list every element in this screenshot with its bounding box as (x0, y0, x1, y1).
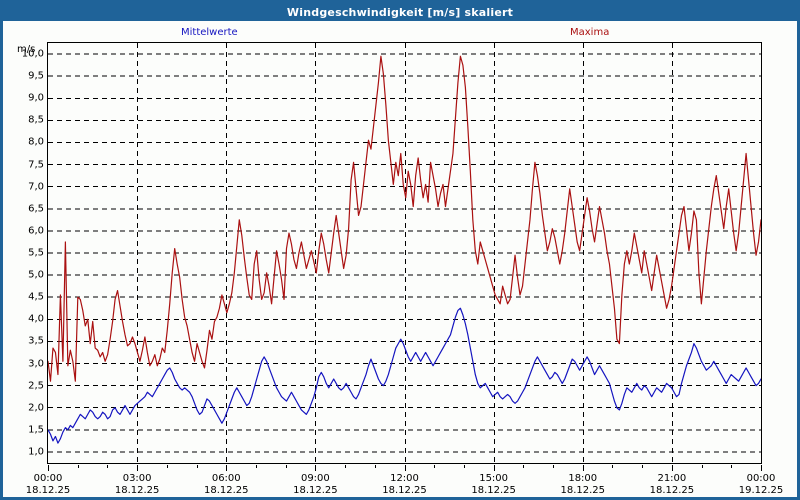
y-axis-tick-label: 2,5 (28, 380, 44, 392)
x-axis-tick-date: 18.12.25 (203, 485, 249, 496)
chart-legend: Mittelwerte Maxima (3, 23, 797, 43)
y-axis-tick-label: 10,0 (21, 48, 44, 60)
x-axis-tick-label: 00:00 19.12.25 (739, 473, 784, 497)
x-axis-tick-time: 15:00 (479, 473, 509, 484)
x-axis-tick-time: 03:00 (122, 473, 152, 484)
plot-frame (47, 42, 762, 464)
x-axis-tick-date: 18.12.25 (114, 485, 160, 496)
x-axis-tick-date: 18.12.25 (382, 485, 427, 496)
x-axis-tick-marks (48, 465, 762, 471)
x-axis-tick-label: 18:00 18.12.25 (560, 473, 605, 497)
x-axis-tick-label: 12:00 18.12.25 (382, 473, 427, 497)
x-axis-tick-time: 18:00 (568, 473, 598, 484)
x-axis-tick-date: 18.12.25 (649, 485, 695, 496)
y-axis-tick-label: 7,5 (28, 159, 44, 171)
y-axis-tick-label: 5,0 (28, 269, 44, 281)
x-axis-tick-date: 18.12.25 (25, 485, 71, 496)
legend-item-mittelwerte: Mittelwerte (181, 27, 238, 38)
window-title: Windgeschwindigkeit [m/s] skaliert (286, 5, 514, 19)
x-axis-tick-time: 00:00 (33, 473, 63, 484)
chart-canvas (48, 43, 761, 463)
y-axis-tick-label: 6,5 (28, 203, 44, 215)
x-axis-tick-date: 18.12.25 (471, 485, 516, 496)
x-axis-tick-date: 18.12.25 (560, 485, 606, 496)
x-axis-tick-date: 19.12.25 (738, 485, 784, 496)
window-titlebar: Windgeschwindigkeit [m/s] skaliert (3, 3, 797, 21)
x-axis-tick-label: 21:00 18.12.25 (650, 473, 695, 497)
y-axis-tick-label: 9,5 (28, 70, 44, 82)
y-axis-tick-label: 9,0 (28, 92, 44, 104)
y-axis-unit-label: m/s (17, 44, 36, 55)
y-axis-tick-label: 8,0 (28, 136, 44, 148)
legend-item-maxima: Maxima (570, 27, 610, 38)
x-axis-tick-time: 06:00 (211, 473, 241, 484)
y-axis-tick-label: 4,0 (28, 313, 44, 325)
y-axis-tick-label: 3,5 (28, 335, 44, 347)
y-axis-tick-label: 1,5 (28, 424, 44, 436)
y-axis-tick-label: 2,0 (28, 402, 44, 414)
x-axis-tick-label: 09:00 18.12.25 (293, 473, 338, 497)
y-axis-tick-label: 8,5 (28, 114, 44, 126)
y-axis-tick-label: 4,5 (28, 291, 44, 303)
x-axis-tick-date: 18.12.25 (293, 485, 338, 496)
y-axis-tick-label: 6,0 (28, 225, 44, 237)
x-axis-tick-time: 12:00 (390, 473, 419, 484)
y-axis: 10,0 9,5 9,0 8,5 8,0 7,5 7,0 6,5 6,0 5,5 5,0 4,5 4,0… (3, 42, 44, 464)
x-axis-tick-label: 06:00 18.12.25 (204, 473, 249, 497)
x-axis-tick-time: 21:00 (657, 473, 687, 484)
x-axis-tick-label: 15:00 18.12.25 (471, 473, 516, 497)
y-axis-tick-label: 5,5 (28, 247, 44, 259)
plot-area (47, 42, 762, 464)
x-axis-tick-label: 00:00 18.12.25 (26, 473, 71, 497)
x-axis-tick-time: 09:00 (300, 473, 330, 484)
y-axis-tick-label: 3,0 (28, 358, 44, 370)
x-axis-tick-label: 03:00 18.12.25 (115, 473, 160, 497)
y-axis-tick-label: 1,0 (28, 446, 44, 458)
y-axis-tick-label: 7,0 (28, 181, 44, 193)
x-axis: 00:00 18.12.25 03:00 18.12.25 06:00 18.12.25 0… (3, 465, 797, 499)
x-axis-tick-time: 00:00 (746, 473, 776, 484)
